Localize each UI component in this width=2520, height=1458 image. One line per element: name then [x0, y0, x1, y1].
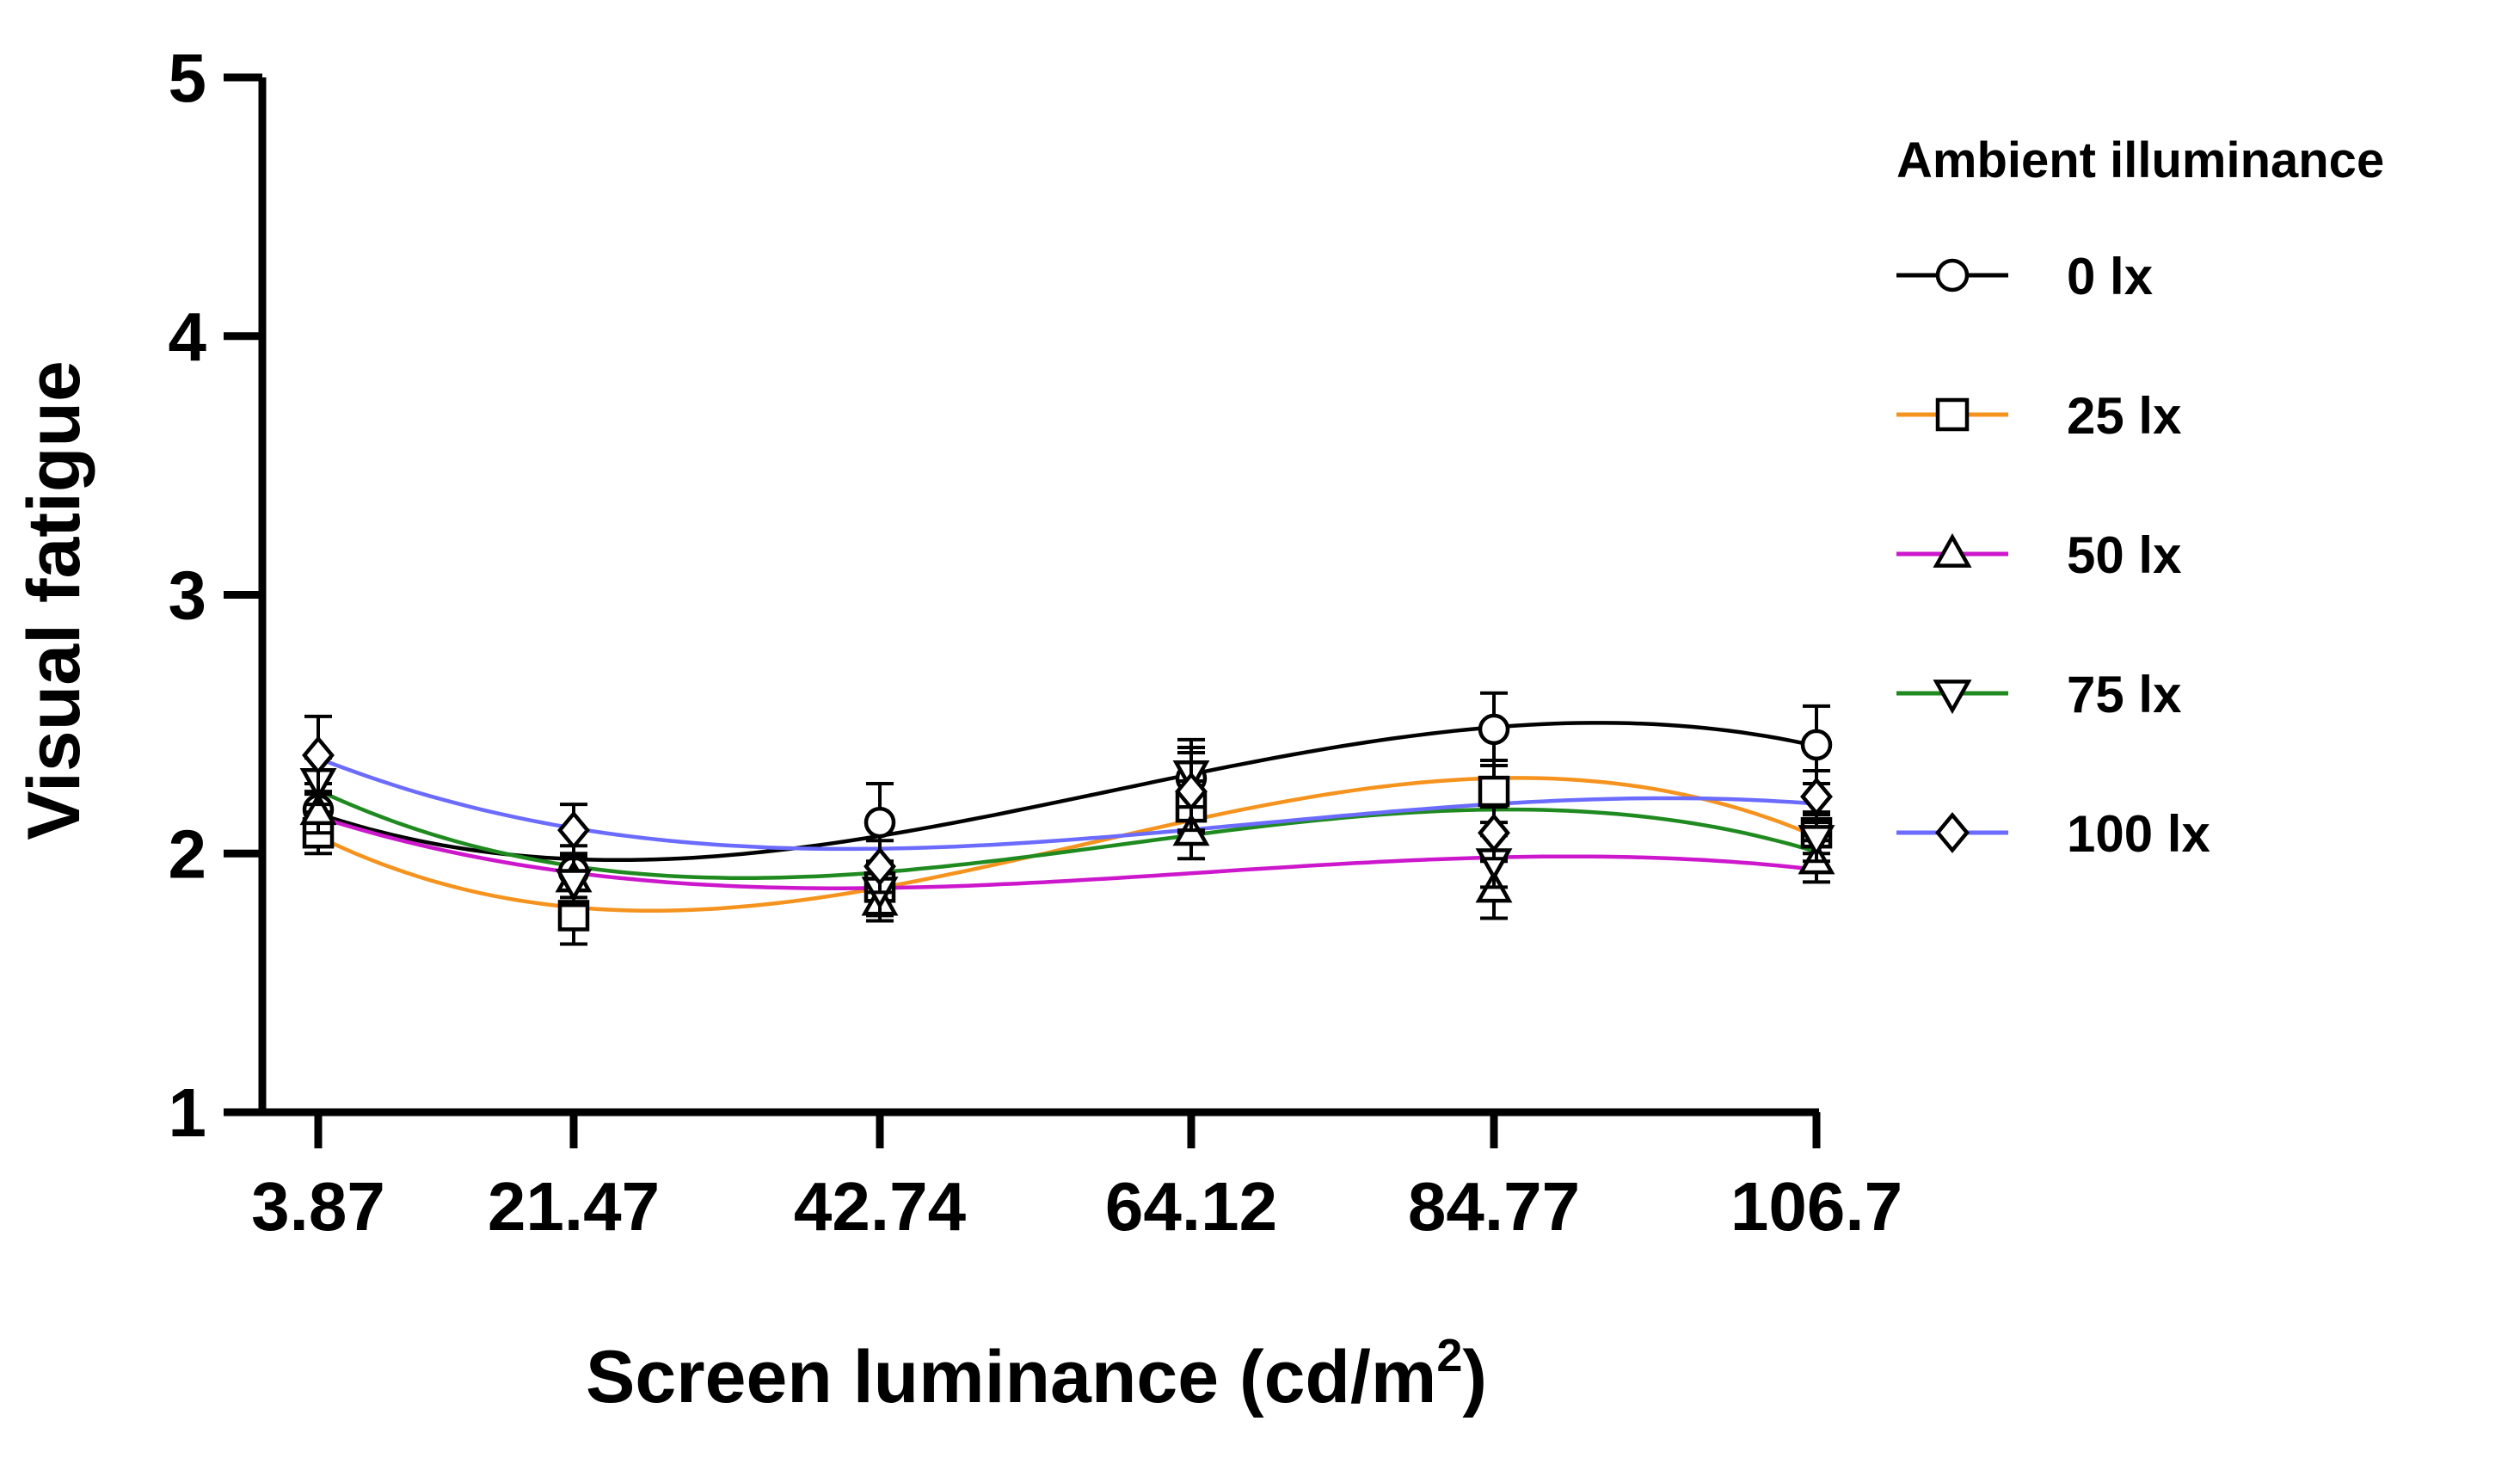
y-tick-label: 3: [169, 557, 207, 634]
data-point-0lx: [1800, 729, 1833, 761]
data-point-100lx: [302, 735, 335, 775]
legend-marker-75lx: [1933, 680, 1972, 715]
data-point-100lx: [557, 810, 590, 850]
x-axis-label: Screen luminance (cd/m2): [586, 1330, 1487, 1418]
data-point-75lx: [555, 869, 593, 902]
data-point-25lx: [1478, 775, 1510, 808]
y-axis-label: Visual fatigue: [13, 360, 95, 840]
x-tick-label: 84.77: [1408, 1168, 1580, 1245]
legend-label: 50 lx: [2067, 526, 2181, 584]
data-point-0lx: [864, 806, 896, 839]
fit-curve-100lx: [317, 756, 1817, 852]
y-tick-label: 1: [169, 1074, 207, 1151]
data-point-100lx: [1800, 777, 1833, 816]
data-point-100lx: [1478, 813, 1510, 852]
data-point-0lx: [1478, 713, 1510, 746]
legend-marker-100lx: [1935, 812, 1970, 853]
fit-curves: [317, 721, 1817, 913]
x-tick-label: 64.12: [1105, 1168, 1277, 1245]
legend-marker-0lx: [1935, 258, 1970, 292]
y-tick-label: 5: [169, 40, 207, 116]
legend-label: 0 lx: [2067, 248, 2153, 305]
axes: 1 2 3 4 5 3.87 21.47 42.74 64.12 84.77 106.7: [169, 40, 1903, 1245]
x-axis-label-superscript: 2: [1436, 1330, 1462, 1381]
y-tick-label: 2: [169, 815, 207, 892]
y-tick-label: 4: [169, 298, 207, 375]
data-point-100lx: [1175, 772, 1208, 811]
fit-curve-75lx: [317, 788, 1817, 880]
data-points: [299, 691, 1835, 946]
x-axis-label-close: ): [1462, 1336, 1487, 1418]
x-axis-label-main: Screen luminance (cd/m: [586, 1336, 1436, 1418]
legend-marker-25lx: [1935, 397, 1970, 432]
x-tick-label: 42.74: [794, 1168, 967, 1245]
legend: 0 lx 25 lx 50 lx 75 lx 100 lx: [1896, 248, 2210, 863]
data-point-75lx: [1798, 825, 1835, 858]
x-tick-label: 21.47: [488, 1168, 660, 1245]
legend-label: 100 lx: [2067, 805, 2210, 863]
x-tick-label: 3.87: [251, 1168, 385, 1245]
data-point-100lx: [864, 846, 896, 887]
legend-label: 25 lx: [2067, 387, 2181, 445]
legend-label: 75 lx: [2067, 666, 2181, 723]
legend-marker-50lx: [1933, 532, 1972, 568]
legend-title: Ambient illuminance: [1896, 132, 2384, 188]
x-tick-label: 106.7: [1730, 1168, 1902, 1245]
data-point-50lx: [299, 792, 337, 826]
